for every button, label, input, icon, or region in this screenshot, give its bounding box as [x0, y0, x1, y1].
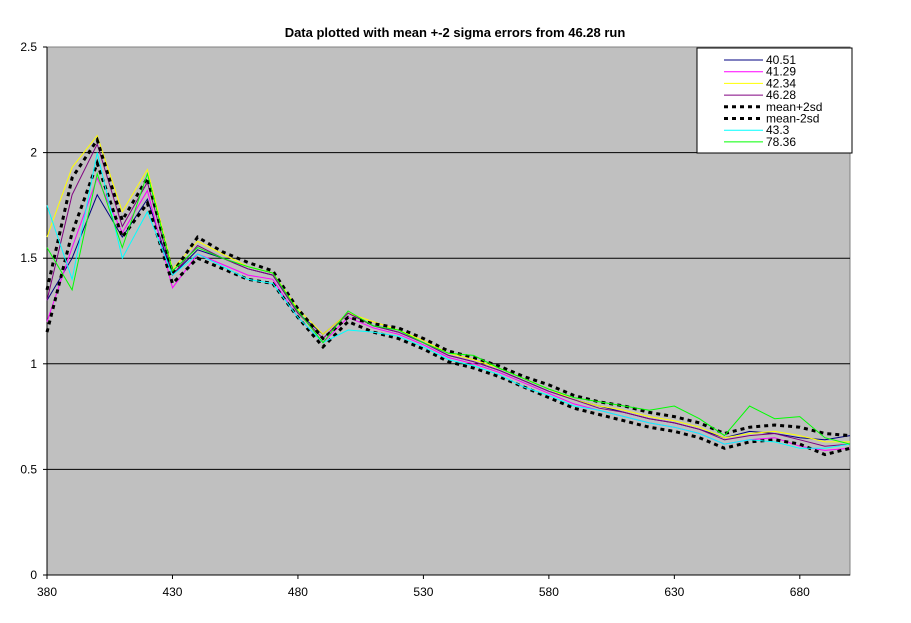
series-line-46-28: [46, 142, 851, 447]
y-tick-label: 2.5: [20, 40, 37, 54]
series-line-43-3: [46, 152, 851, 449]
x-tick-label: 430: [162, 585, 182, 599]
legend-label: 78.36: [766, 135, 796, 149]
y-tick-label: 0: [30, 568, 37, 582]
legend-label: 42.34: [766, 76, 796, 90]
series-line-mean-2sd: [45, 158, 851, 457]
x-tick-label: 630: [664, 585, 684, 599]
legend-label: mean-2sd: [766, 112, 819, 126]
x-tick-label: 680: [790, 585, 810, 599]
legend-label: 40.51: [766, 53, 796, 67]
y-tick-label: 0.5: [20, 462, 37, 476]
x-tick-label: 530: [413, 585, 433, 599]
x-tick-label: 580: [539, 585, 559, 599]
y-tick-label: 2: [30, 146, 37, 160]
y-tick-label: 1: [30, 357, 37, 371]
x-tick-label: 480: [288, 585, 308, 599]
legend-label: 41.29: [766, 65, 796, 79]
legend-label: 46.28: [766, 88, 796, 102]
legend-box: [696, 47, 853, 154]
y-tick-label: 1.5: [20, 251, 37, 265]
legend: 40.5141.2942.3446.28mean+2sdmean-2sd43.3…: [696, 47, 853, 154]
x-tick-label: 380: [37, 585, 57, 599]
chart-title: Data plotted with mean +-2 sigma errors …: [285, 25, 626, 40]
legend-label: mean+2sd: [766, 100, 822, 114]
legend-label: 43.3: [766, 123, 790, 137]
series-line-78-36: [46, 171, 851, 445]
